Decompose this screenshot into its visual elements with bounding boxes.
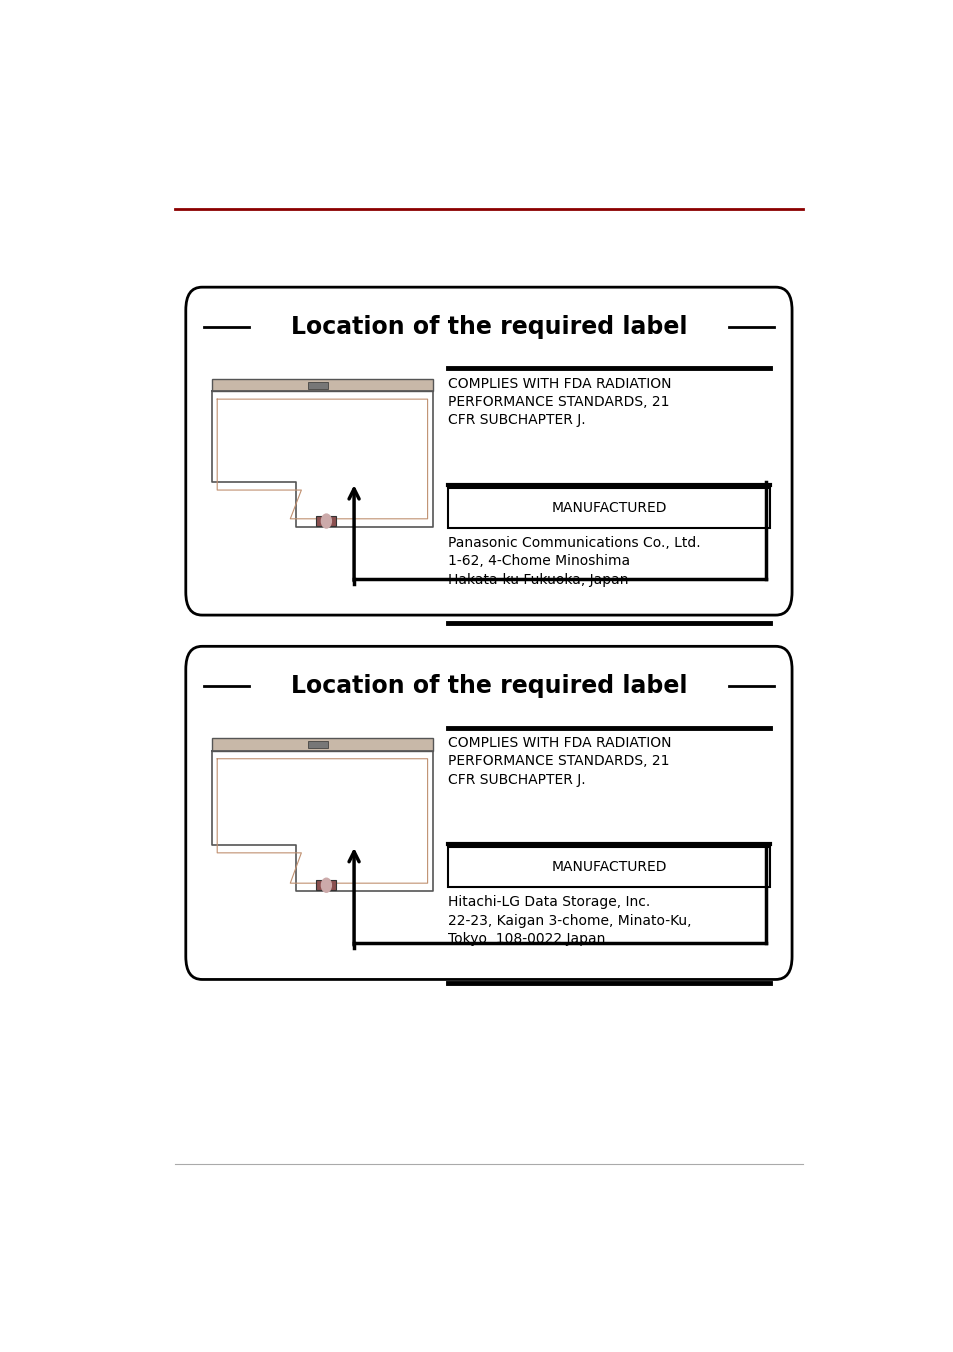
Text: COMPLIES WITH FDA RADIATION
PERFORMANCE STANDARDS, 21
CFR SUBCHAPTER J.: COMPLIES WITH FDA RADIATION PERFORMANCE … — [448, 735, 671, 787]
Text: COMPLIES WITH FDA RADIATION
PERFORMANCE STANDARDS, 21
CFR SUBCHAPTER J.: COMPLIES WITH FDA RADIATION PERFORMANCE … — [448, 377, 671, 427]
Text: Panasonic Communications Co., Ltd.
1-62, 4-Chome Minoshima
Hakata-ku Fukuoka, Ja: Panasonic Communications Co., Ltd. 1-62,… — [448, 535, 700, 587]
Circle shape — [321, 879, 331, 892]
Bar — [212, 379, 433, 391]
Text: Hitachi-LG Data Storage, Inc.
22-23, Kaigan 3-chome, Minato-Ku,
Tokyo, 108-0022 : Hitachi-LG Data Storage, Inc. 22-23, Kai… — [448, 895, 691, 946]
Polygon shape — [212, 750, 433, 891]
Bar — [308, 381, 328, 388]
FancyBboxPatch shape — [186, 287, 791, 615]
Text: Location of the required label: Location of the required label — [291, 315, 686, 339]
Bar — [448, 488, 769, 527]
Bar — [316, 880, 336, 890]
Bar — [212, 738, 433, 750]
FancyBboxPatch shape — [186, 646, 791, 979]
Bar — [448, 848, 769, 887]
Bar — [308, 741, 328, 748]
Text: MANUFACTURED: MANUFACTURED — [551, 860, 666, 873]
Polygon shape — [212, 391, 433, 527]
Bar — [316, 516, 336, 526]
Text: MANUFACTURED: MANUFACTURED — [551, 500, 666, 515]
Text: Location of the required label: Location of the required label — [291, 673, 686, 698]
Circle shape — [321, 514, 331, 529]
